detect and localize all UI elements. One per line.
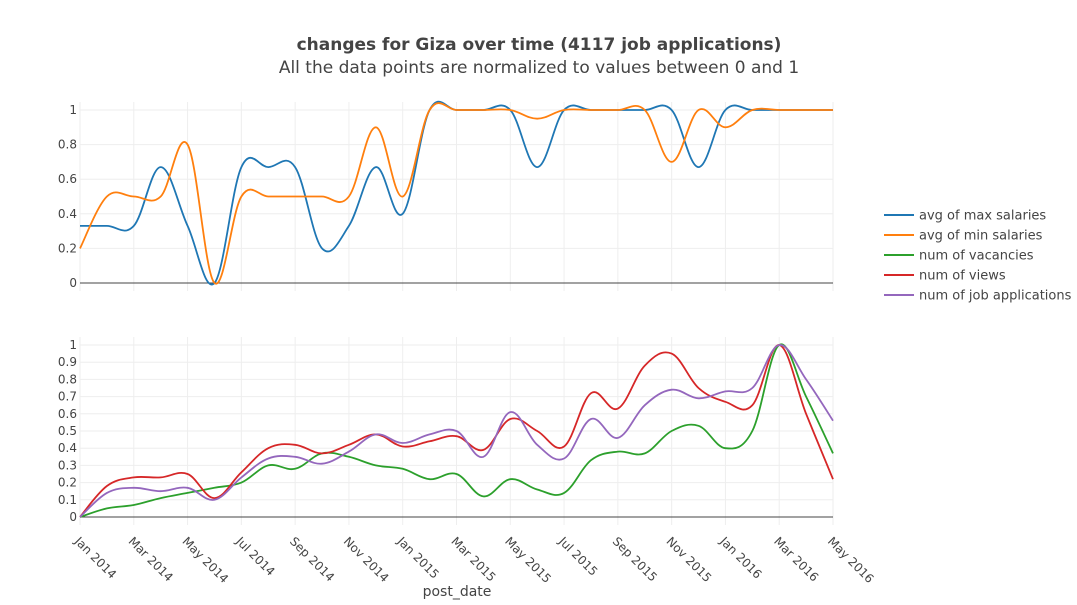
- y-tick-label: 0: [69, 510, 77, 524]
- legend-item-label: avg of min salaries: [919, 229, 1043, 244]
- x-tick-label: Mar 2014: [126, 534, 176, 584]
- y-tick-label: 0.6: [58, 172, 77, 186]
- x-axis-ticks: Jan 2014 Mar 2014 May 2014 Jul 2014 Sep 2014…: [71, 534, 876, 586]
- y-tick-label: 0.4: [58, 207, 77, 221]
- x-tick-label: Nov 2014: [341, 534, 392, 585]
- x-tick-label: May 2014: [179, 534, 231, 586]
- y-tick-label: 0.6: [58, 407, 77, 421]
- x-tick-label: Nov 2015: [664, 534, 715, 585]
- series-line-avg-of-max-salaries: [79, 100, 833, 286]
- top-panel-series: [79, 100, 833, 286]
- x-tick-label: Jan 2015: [394, 534, 442, 582]
- x-tick-label: Mar 2016: [771, 534, 821, 584]
- chart-title: changes for Giza over time (4117 job app…: [297, 35, 782, 55]
- y-tick-label: 0.8: [58, 138, 77, 152]
- x-tick-label: Jan 2016: [717, 534, 765, 582]
- y-tick-label: 0.1: [58, 493, 77, 507]
- top-panel-grid: [79, 102, 834, 291]
- legend: avg of max salaries avg of min salaries nu…: [884, 209, 1072, 304]
- x-tick-label: Mar 2015: [448, 534, 498, 584]
- legend-item-label: num of views: [919, 269, 1006, 284]
- y-tick-label: 0.4: [58, 441, 77, 455]
- y-tick-label: 0.2: [58, 476, 77, 490]
- y-tick-label: 1: [69, 338, 77, 352]
- x-tick-label: May 2016: [825, 534, 877, 586]
- x-tick-label: Sep 2015: [610, 534, 660, 584]
- y-tick-label: 0.2: [58, 241, 77, 255]
- bottom-panel-grid: [79, 337, 834, 525]
- chart-subtitle: All the data points are normalized to va…: [279, 58, 799, 78]
- series-line-num-of-job-applications: [79, 344, 834, 518]
- y-tick-label: 0: [69, 276, 77, 290]
- y-tick-label: 0.9: [58, 355, 77, 369]
- x-tick-label: May 2015: [502, 534, 554, 586]
- legend-item-label: num of vacancies: [919, 249, 1034, 264]
- x-tick-label: Jul 2015: [555, 534, 600, 579]
- bottom-panel-series: [79, 343, 834, 518]
- y-tick-label: 0.7: [58, 390, 77, 404]
- bottom-panel-y-axis: 0 0.1 0.2 0.3 0.4 0.5 0.6 0.7 0.8 0.9 1: [58, 338, 77, 524]
- top-panel-y-axis: 0 0.2 0.4 0.6 0.8 1: [58, 103, 77, 290]
- x-axis-label: post_date: [423, 584, 492, 600]
- x-tick-label: Jul 2014: [233, 534, 278, 579]
- y-tick-label: 0.8: [58, 372, 77, 386]
- series-line-num-of-views: [79, 344, 834, 518]
- x-tick-label: Jan 2014: [71, 534, 119, 582]
- y-tick-label: 0.5: [58, 424, 77, 438]
- x-tick-label: Sep 2014: [287, 534, 337, 584]
- legend-item-label: avg of max salaries: [919, 209, 1046, 224]
- series-line-num-of-vacancies: [79, 343, 834, 518]
- series-line-avg-of-min-salaries: [79, 102, 833, 285]
- legend-item-label: num of job applications: [919, 289, 1072, 304]
- y-tick-label: 1: [69, 103, 77, 117]
- y-tick-label: 0.3: [58, 458, 77, 472]
